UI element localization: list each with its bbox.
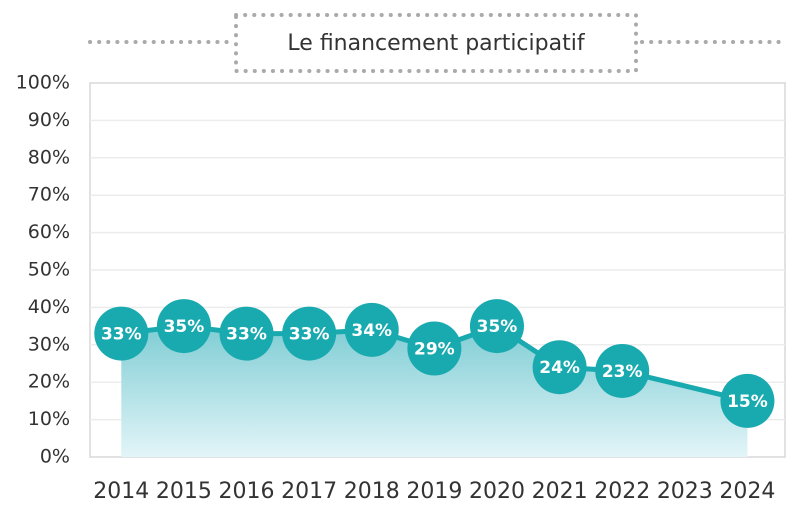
point xyxy=(219,306,274,361)
x-tick-label: 2024 xyxy=(719,479,775,504)
point xyxy=(156,299,211,354)
x-tick-label: 2018 xyxy=(344,479,400,504)
point xyxy=(282,306,337,361)
y-tick-label: 100% xyxy=(16,72,70,94)
y-tick-label: 30% xyxy=(28,333,70,355)
y-tick-label: 90% xyxy=(28,109,70,131)
value-label: 24% xyxy=(539,358,580,378)
x-tick-label: 2016 xyxy=(219,479,275,504)
area xyxy=(121,326,748,457)
x-tick-label: 2022 xyxy=(594,479,650,504)
point xyxy=(595,343,650,398)
value-label: 35% xyxy=(164,317,205,337)
x-tick-label: 2015 xyxy=(156,479,212,504)
y-tick-label: 80% xyxy=(28,146,70,168)
point xyxy=(94,306,149,361)
x-tick-label: 2020 xyxy=(469,479,525,504)
y-tick-label: 10% xyxy=(28,408,70,430)
y-tick-label: 40% xyxy=(28,296,70,318)
point xyxy=(344,302,399,357)
point xyxy=(532,340,587,395)
line xyxy=(121,323,749,404)
x-tick-label: 2019 xyxy=(406,479,462,504)
value-label: 15% xyxy=(727,392,768,412)
value-label: 33% xyxy=(289,325,330,345)
y-tick-label: 0% xyxy=(40,446,70,468)
value-label: 35% xyxy=(477,317,518,337)
y-tick-label: 20% xyxy=(28,371,70,393)
x-tick-label: 2014 xyxy=(93,479,149,504)
point xyxy=(469,299,524,354)
value-label: 29% xyxy=(414,340,455,360)
value-label: 33% xyxy=(101,325,142,345)
title-box xyxy=(234,13,638,73)
value-label: 34% xyxy=(351,321,392,341)
point xyxy=(407,321,462,376)
y-tick-label: 70% xyxy=(28,184,70,206)
value-label: 23% xyxy=(602,362,643,382)
y-tick-label: 50% xyxy=(28,259,70,281)
x-tick-label: 2021 xyxy=(532,479,588,504)
y-tick-label: 60% xyxy=(28,221,70,243)
chart-title: Le financement participatif xyxy=(287,31,585,56)
value-label: 33% xyxy=(226,325,267,345)
x-tick-label: 2023 xyxy=(657,479,713,504)
x-tick-label: 2017 xyxy=(281,479,337,504)
point xyxy=(720,373,775,428)
